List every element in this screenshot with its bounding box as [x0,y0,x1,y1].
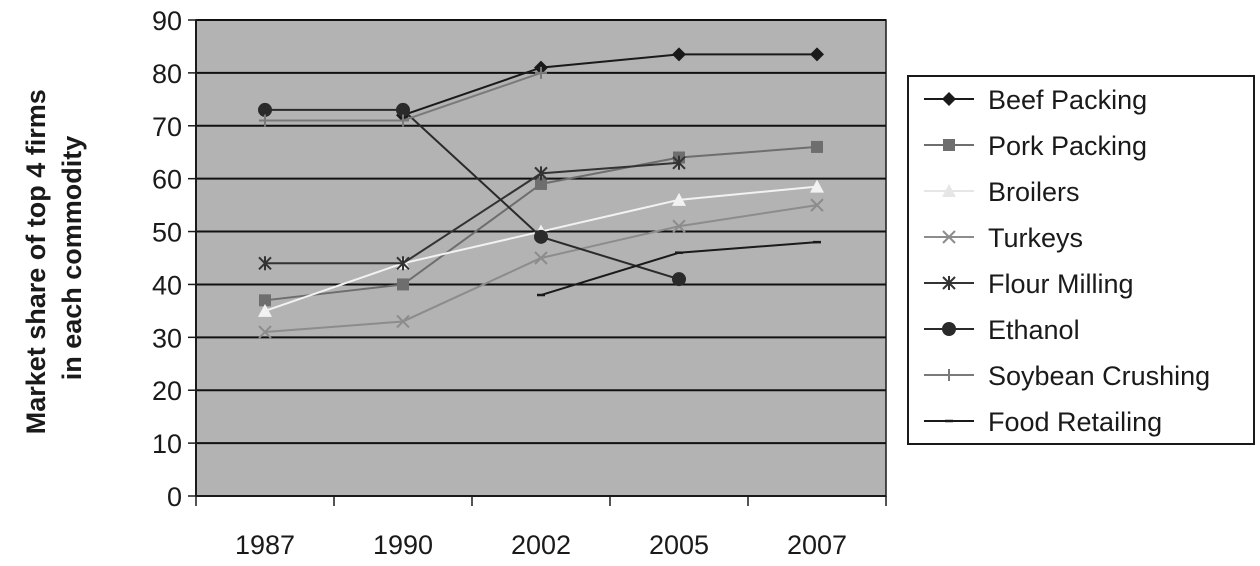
legend-marker [942,92,956,106]
legend-marker [942,322,956,336]
legend-marker [942,276,956,290]
legend-item-soybean-crushing: Soybean Crushing [924,361,1210,391]
data-point-turkeys [810,198,824,212]
legend-label: Turkeys [988,223,1083,253]
legend-item-pork-packing: Pork Packing [924,131,1147,161]
series-soybean-crushing [259,66,547,127]
data-point-broilers [258,303,272,317]
data-point-ethanol [258,102,272,117]
y-tick-label: 20 [152,376,182,406]
legend-item-turkeys: Turkeys [924,223,1083,253]
y-tick-label: 90 [152,6,182,36]
data-point-soybean-crushing [535,66,547,79]
legend-label: Beef Packing [988,85,1147,115]
legend: Beef Packing Pork Packing Broilers Turkeys F… [907,75,1255,445]
legend-label: Soybean Crushing [988,361,1210,391]
series-line-flour-milling [265,161,680,265]
legend-item-flour-milling: Flour Milling [924,269,1134,299]
y-axis-title-line-2: in each commodity [57,136,87,381]
data-point-beef-packing [810,47,824,62]
data-point-pork-packing [811,140,823,153]
legend-label: Food Retailing [988,407,1162,437]
legend-marker [942,230,956,244]
y-tick-label: 70 [152,112,182,142]
series-ethanol [258,102,686,287]
y-tick-label: 10 [152,429,182,459]
data-point-flour-milling [396,256,410,271]
y-axis-title-line-1: Market share of top 4 firms [21,89,51,434]
data-point-broilers [810,179,824,193]
y-axis-title: Market share of top 4 firms in each comm… [21,82,87,435]
data-point-ethanol [534,229,548,244]
legend-label: Ethanol [988,315,1080,345]
y-tick-label: 40 [152,270,182,300]
data-point-soybean-crushing [259,114,271,127]
data-point-turkeys [258,325,272,339]
data-point-broilers [672,192,686,206]
legend-label: Broilers [988,177,1080,207]
legend-marker [943,139,955,151]
legend-marker [943,369,955,381]
data-point-flour-milling [534,166,548,181]
data-point-ethanol [672,272,686,287]
data-point-turkeys [396,314,410,329]
y-tick-label: 30 [152,323,182,353]
x-tick-label: 2005 [649,530,709,560]
series-flour-milling [258,155,686,271]
data-point-beef-packing [672,47,686,62]
data-point-ethanol [396,102,410,117]
legend-label: Flour Milling [988,269,1134,299]
data-point-turkeys [534,251,548,265]
data-point-pork-packing [397,278,409,291]
legend-item-beef-packing: Beef Packing [924,85,1147,115]
series-line-ethanol [265,108,680,281]
x-tick-label: 1990 [373,530,433,560]
x-tick-label: 2007 [787,530,847,560]
legend-item-broilers: Broilers [924,177,1080,207]
series-line-beef-packing [402,53,817,117]
data-point-pork-packing [535,177,547,190]
x-tick-label: 1987 [235,530,295,560]
legend-item-food-retailing: Food Retailing [924,407,1162,437]
series-food-retailing [537,240,821,297]
series-pork-packing [259,140,823,307]
data-point-flour-milling [672,155,686,170]
data-point-turkeys [672,219,686,233]
data-point-flour-milling [258,256,272,271]
legend-label: Pork Packing [988,131,1147,161]
y-tick-label: 50 [152,218,182,248]
legend-marker [942,184,956,197]
legend-item-ethanol: Ethanol [924,315,1080,345]
y-tick-label: 0 [167,482,182,512]
y-tick-label: 80 [152,59,182,89]
series-turkeys [258,198,824,339]
x-tick-label: 2002 [511,530,571,560]
y-tick-label: 60 [152,165,182,195]
data-point-pork-packing [259,294,271,307]
data-point-soybean-crushing [397,114,409,127]
legend-box [907,75,1255,445]
